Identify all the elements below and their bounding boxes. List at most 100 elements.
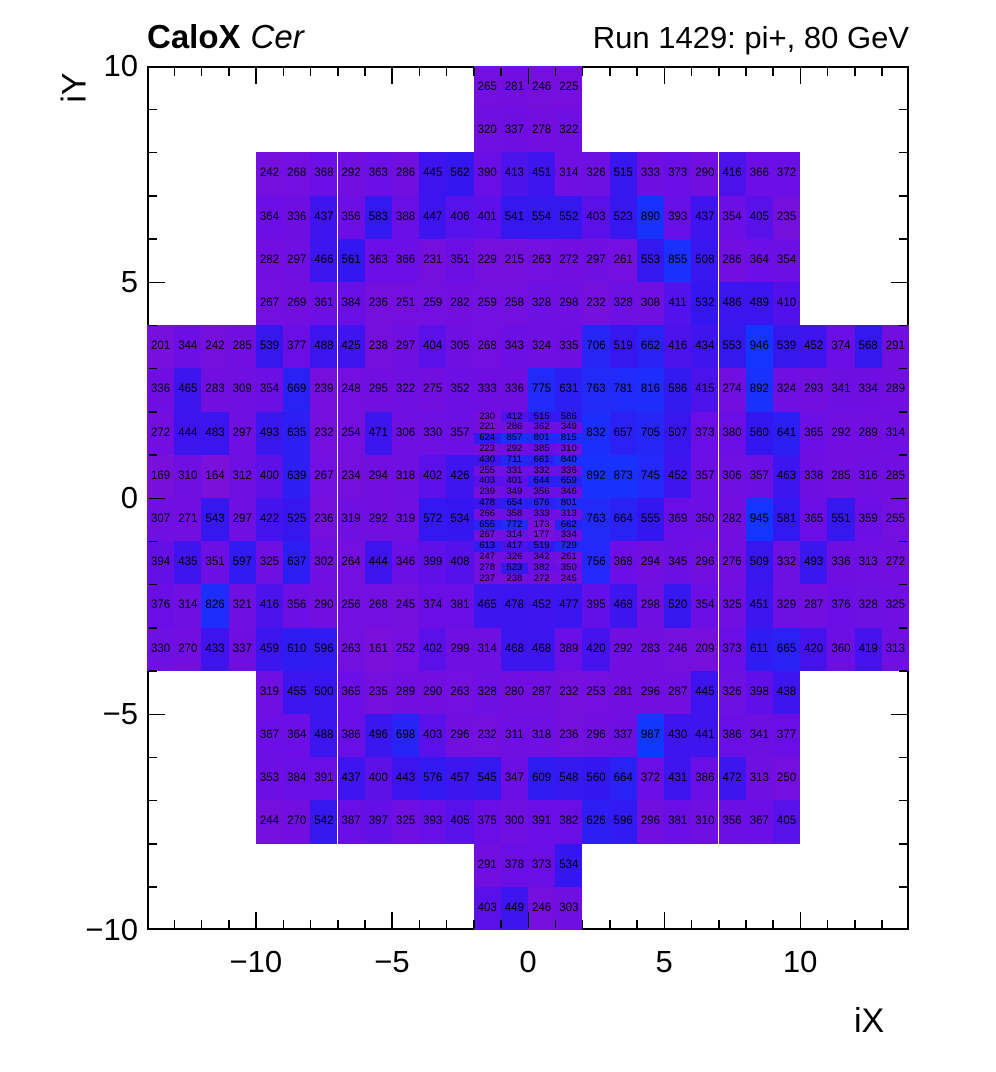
heatmap-cell: 416 <box>718 152 746 196</box>
heatmap-cell: 286 <box>391 152 420 196</box>
heatmap-cell: 324 <box>528 325 556 369</box>
heatmap-cell: 857 <box>500 432 528 444</box>
heatmap-cell: 341 <box>827 368 855 412</box>
heatmap-cell: 402 <box>419 627 447 671</box>
heatmap-cell: 363 <box>364 238 392 282</box>
heatmap-cell: 270 <box>174 627 202 671</box>
heatmap-cell: 654 <box>500 497 528 509</box>
heatmap-cell: 285 <box>228 325 256 369</box>
heatmap-cell: 265 <box>473 66 501 110</box>
heatmap-cell: 463 <box>772 454 801 498</box>
heatmap-cell: 583 <box>364 195 392 239</box>
heatmap-cell: 349 <box>500 486 528 498</box>
axis-tick <box>149 238 157 240</box>
heatmap-cell: 433 <box>201 627 229 671</box>
heatmap-cell: 775 <box>528 368 556 412</box>
heatmap-cell: 434 <box>691 325 719 369</box>
axis-tick <box>826 920 829 928</box>
heatmap-cell: 403 <box>582 195 610 239</box>
heatmap-cell: 325 <box>391 800 420 844</box>
axis-tick <box>149 108 157 111</box>
axis-tick <box>200 68 203 76</box>
heatmap-cell: 611 <box>745 627 773 671</box>
heatmap-cell: 641 <box>772 411 801 455</box>
heatmap-cell: 325 <box>881 584 909 628</box>
axis-tick <box>527 912 529 928</box>
heatmap-cell: 272 <box>881 541 909 585</box>
heatmap-cell: 523 <box>500 562 528 574</box>
heatmap-cell: 333 <box>636 152 665 196</box>
histogram-title: CaloX Cer <box>147 18 304 56</box>
heatmap-cell: 357 <box>446 411 474 455</box>
heatmap-cell: 519 <box>528 540 556 552</box>
heatmap-cell: 313 <box>745 757 773 801</box>
heatmap-cell: 493 <box>800 541 828 585</box>
axis-tick <box>445 920 448 928</box>
heatmap-cell: 365 <box>800 411 828 455</box>
heatmap-cell: 553 <box>636 238 665 282</box>
axis-tick <box>149 799 157 802</box>
heatmap-cell: 386 <box>691 757 719 801</box>
heatmap-cell: 281 <box>500 66 528 110</box>
heatmap-cell: 377 <box>283 325 311 369</box>
axis-tick <box>149 411 157 413</box>
axis-tick <box>149 540 157 543</box>
heatmap-cell: 324 <box>772 368 801 412</box>
axis-tick <box>554 920 557 928</box>
heatmap-cell: 419 <box>854 627 882 671</box>
heatmap-cell: 359 <box>854 498 882 542</box>
heatmap-cell: 404 <box>419 325 447 369</box>
heatmap-cell: 328 <box>473 670 501 714</box>
axis-tick <box>745 68 747 76</box>
heatmap-cell: 356 <box>718 800 746 844</box>
heatmap-cell: 366 <box>745 152 773 196</box>
heatmap-cell: 268 <box>364 584 392 628</box>
y-tick-label: −10 <box>85 912 138 947</box>
title-italic: Cer <box>250 18 304 55</box>
axis-tick <box>255 912 257 928</box>
heatmap-cell: 290 <box>419 670 447 714</box>
axis-tick <box>899 238 907 240</box>
heatmap-cell: 393 <box>419 800 447 844</box>
heatmap-cell: 411 <box>664 282 692 326</box>
heatmap-cell: 263 <box>528 238 556 282</box>
axis-tick <box>891 713 907 715</box>
heatmap-cell: 372 <box>772 152 801 196</box>
heatmap-cell: 308 <box>636 282 665 326</box>
heatmap-cell: 338 <box>800 454 828 498</box>
heatmap-cell: 465 <box>174 368 202 412</box>
heatmap-cell: 289 <box>881 368 909 412</box>
heatmap-cell: 402 <box>419 454 447 498</box>
heatmap-cell: 231 <box>419 238 447 282</box>
heatmap-cell: 223 <box>473 443 501 455</box>
heatmap-cell: 561 <box>337 238 365 282</box>
heatmap-cell: 306 <box>718 454 746 498</box>
heatmap-cell: 278 <box>528 109 556 153</box>
heatmap-cell: 177 <box>528 530 556 542</box>
heatmap-cell: 350 <box>691 498 719 542</box>
heatmap-cell: 438 <box>772 670 801 714</box>
heatmap-cell: 372 <box>636 757 665 801</box>
axis-tick <box>899 583 907 586</box>
axis-tick <box>899 411 907 413</box>
heatmap-cell: 173 <box>528 519 556 531</box>
heatmap-cell: 377 <box>772 714 801 758</box>
heatmap-cell: 581 <box>772 498 801 542</box>
heatmap-cell: 322 <box>391 368 420 412</box>
heatmap-cell: 367 <box>745 800 773 844</box>
heatmap-cell: 412 <box>500 411 528 423</box>
heatmap-cell: 326 <box>500 551 528 563</box>
heatmap-cell: 236 <box>364 282 392 326</box>
heatmap-cell: 389 <box>555 627 583 671</box>
axis-tick <box>899 886 907 888</box>
heatmap-cell: 298 <box>555 282 583 326</box>
heatmap-cell: 294 <box>364 454 392 498</box>
axis-tick <box>899 151 907 154</box>
heatmap-cell: 613 <box>473 540 501 552</box>
heatmap-cell: 256 <box>337 584 365 628</box>
heatmap-cell: 705 <box>636 411 665 455</box>
heatmap-cell: 443 <box>391 757 420 801</box>
axis-tick <box>500 68 502 76</box>
heatmap-cell: 310 <box>691 800 719 844</box>
heatmap-cell: 292 <box>337 152 365 196</box>
